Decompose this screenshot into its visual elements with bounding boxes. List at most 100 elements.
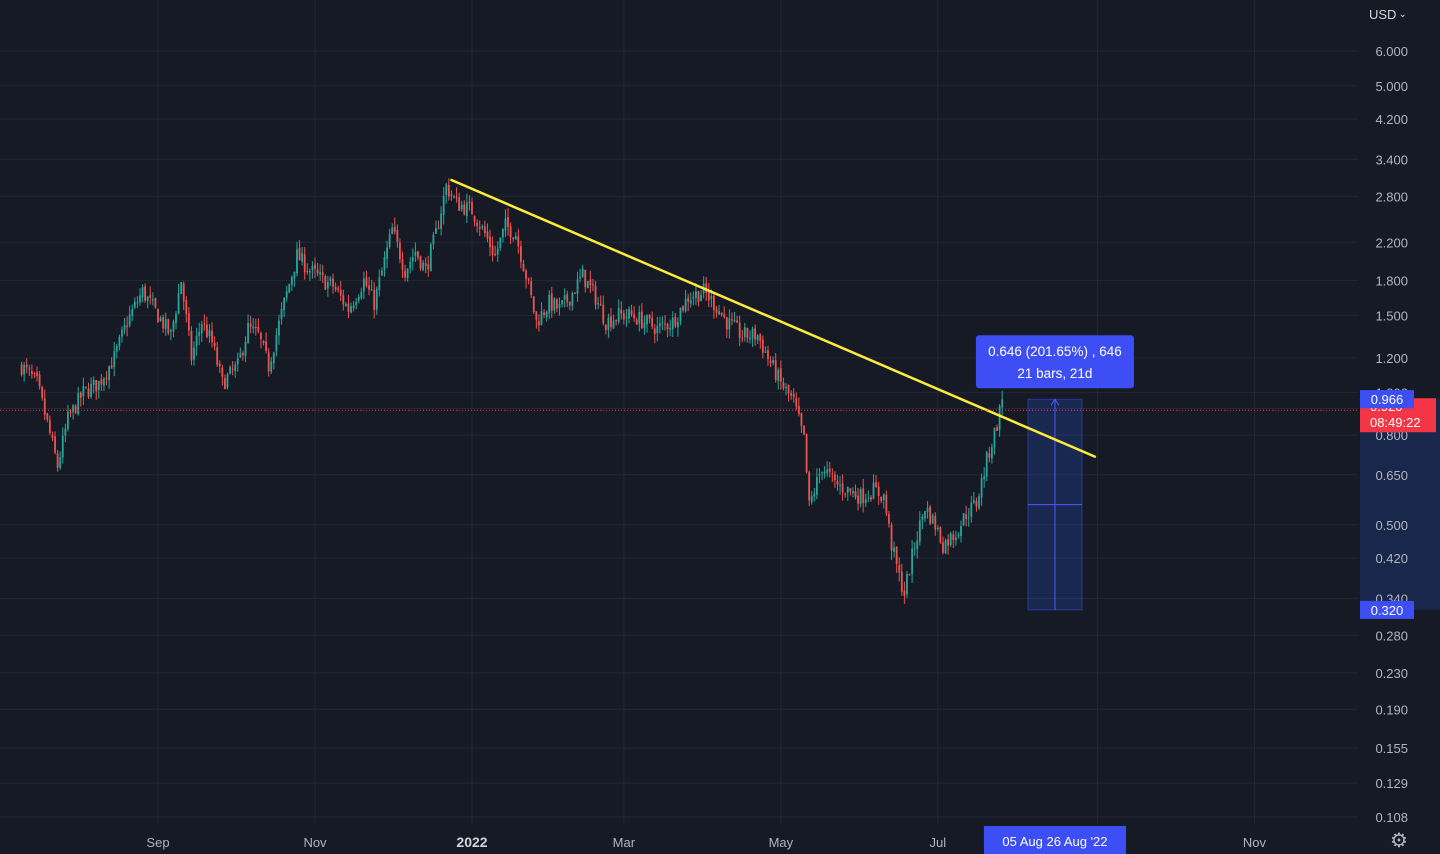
candle-body [584, 269, 587, 287]
candle-body [715, 309, 718, 313]
candle-body [329, 278, 332, 281]
candle-body [898, 564, 901, 573]
candle-body [821, 472, 823, 474]
price-axis[interactable]: 6.000 5.000 4.200 3.400 2.800 2.200 1.800 1.500… [1360, 44, 1436, 825]
candle-body [532, 296, 535, 313]
candle-body [87, 388, 90, 397]
candle-body [805, 433, 808, 473]
candle-body [695, 291, 697, 299]
candle-body [113, 351, 116, 368]
candle-body [97, 380, 100, 390]
candle-body [638, 312, 641, 324]
candle-body [939, 527, 942, 543]
candle-body [911, 548, 914, 575]
candle-body [849, 488, 852, 492]
candle-body [133, 301, 136, 308]
candle-body [43, 398, 46, 415]
candle-body [260, 332, 262, 340]
candle-body [463, 204, 466, 215]
time-tick-label: Mar [613, 835, 636, 850]
candle-body [100, 379, 103, 385]
candle-body [388, 234, 391, 247]
measure-low-label: 0.320 [1371, 603, 1404, 618]
candle-body [303, 254, 306, 273]
candle-body [244, 342, 247, 357]
candle-body [710, 296, 713, 300]
candle-body [326, 281, 329, 289]
candle-body [530, 281, 533, 296]
candle-body [110, 365, 113, 369]
candle-body [347, 303, 350, 312]
candle-body [666, 324, 669, 330]
price-tick-label: 0.129 [1375, 776, 1408, 791]
time-tick-label: Sep [146, 835, 169, 850]
candle-body [365, 277, 368, 287]
currency-selector[interactable]: USD ⌄ [1362, 4, 1439, 24]
gear-icon[interactable]: ⚙ [1390, 830, 1408, 852]
candle-body [985, 452, 988, 477]
candle-body [216, 347, 219, 365]
candle-body [368, 285, 370, 290]
candle-body [558, 304, 561, 308]
candle-body [103, 378, 105, 386]
candle-body [92, 379, 95, 385]
candle-body [960, 526, 962, 537]
candle-body [931, 514, 934, 524]
candle-body [283, 297, 286, 311]
candle-body [785, 386, 787, 388]
candle-body [929, 506, 932, 524]
candle-body [427, 264, 430, 270]
candle-body [664, 323, 666, 325]
candle-body [141, 287, 144, 298]
candle-body [993, 427, 996, 448]
candle-body [200, 324, 203, 334]
measure-high-badge-top [1360, 390, 1414, 409]
candle-body [543, 312, 545, 315]
price-tick-label: 0.420 [1375, 551, 1408, 566]
candle-body [247, 323, 249, 344]
candle-body [203, 323, 206, 325]
candle-body [180, 282, 183, 295]
candle-body [373, 290, 376, 310]
time-axis[interactable]: Sep Nov 2022 Mar May Jul Nov 05 Aug 26 Aug '22 [146, 826, 1266, 854]
candle-body [139, 295, 141, 303]
candle-body [602, 304, 605, 324]
candle-body [146, 296, 149, 301]
candle-body [167, 319, 170, 334]
candle-body [808, 472, 811, 501]
candle-body [265, 341, 267, 351]
measure-tool[interactable]: 0.646 (201.65%) , 646 21 bars, 21d [975, 335, 1440, 611]
candle-body [550, 293, 553, 311]
candle-body [581, 268, 584, 278]
candle-body [625, 316, 628, 318]
candle-body [411, 257, 414, 262]
candle-body [321, 272, 324, 276]
candle-body [983, 476, 986, 480]
candle-body [916, 540, 919, 550]
candle-body [360, 291, 363, 299]
candle-body [417, 251, 419, 258]
candle-body [355, 301, 358, 305]
candle-body [381, 270, 383, 276]
candle-body [864, 499, 867, 504]
measure-tooltip-line2: 21 bars, 21d [1017, 366, 1092, 381]
candle-body [877, 486, 880, 497]
candle-body [517, 236, 520, 246]
candle-body [859, 489, 862, 505]
candle-body [308, 270, 311, 273]
candle-body [924, 511, 926, 519]
candle-body [944, 540, 947, 554]
candle-body [126, 325, 129, 327]
measure-low-badge [1360, 600, 1414, 619]
candle-body [509, 225, 512, 238]
candle-body [728, 318, 731, 330]
candle-body [301, 253, 304, 262]
candle-body [409, 261, 412, 269]
candle-body [810, 496, 813, 503]
candle-body [921, 516, 924, 520]
candle-body [571, 292, 574, 306]
candle-body [978, 496, 980, 509]
candle-body [936, 527, 939, 529]
candle-body [131, 309, 134, 316]
